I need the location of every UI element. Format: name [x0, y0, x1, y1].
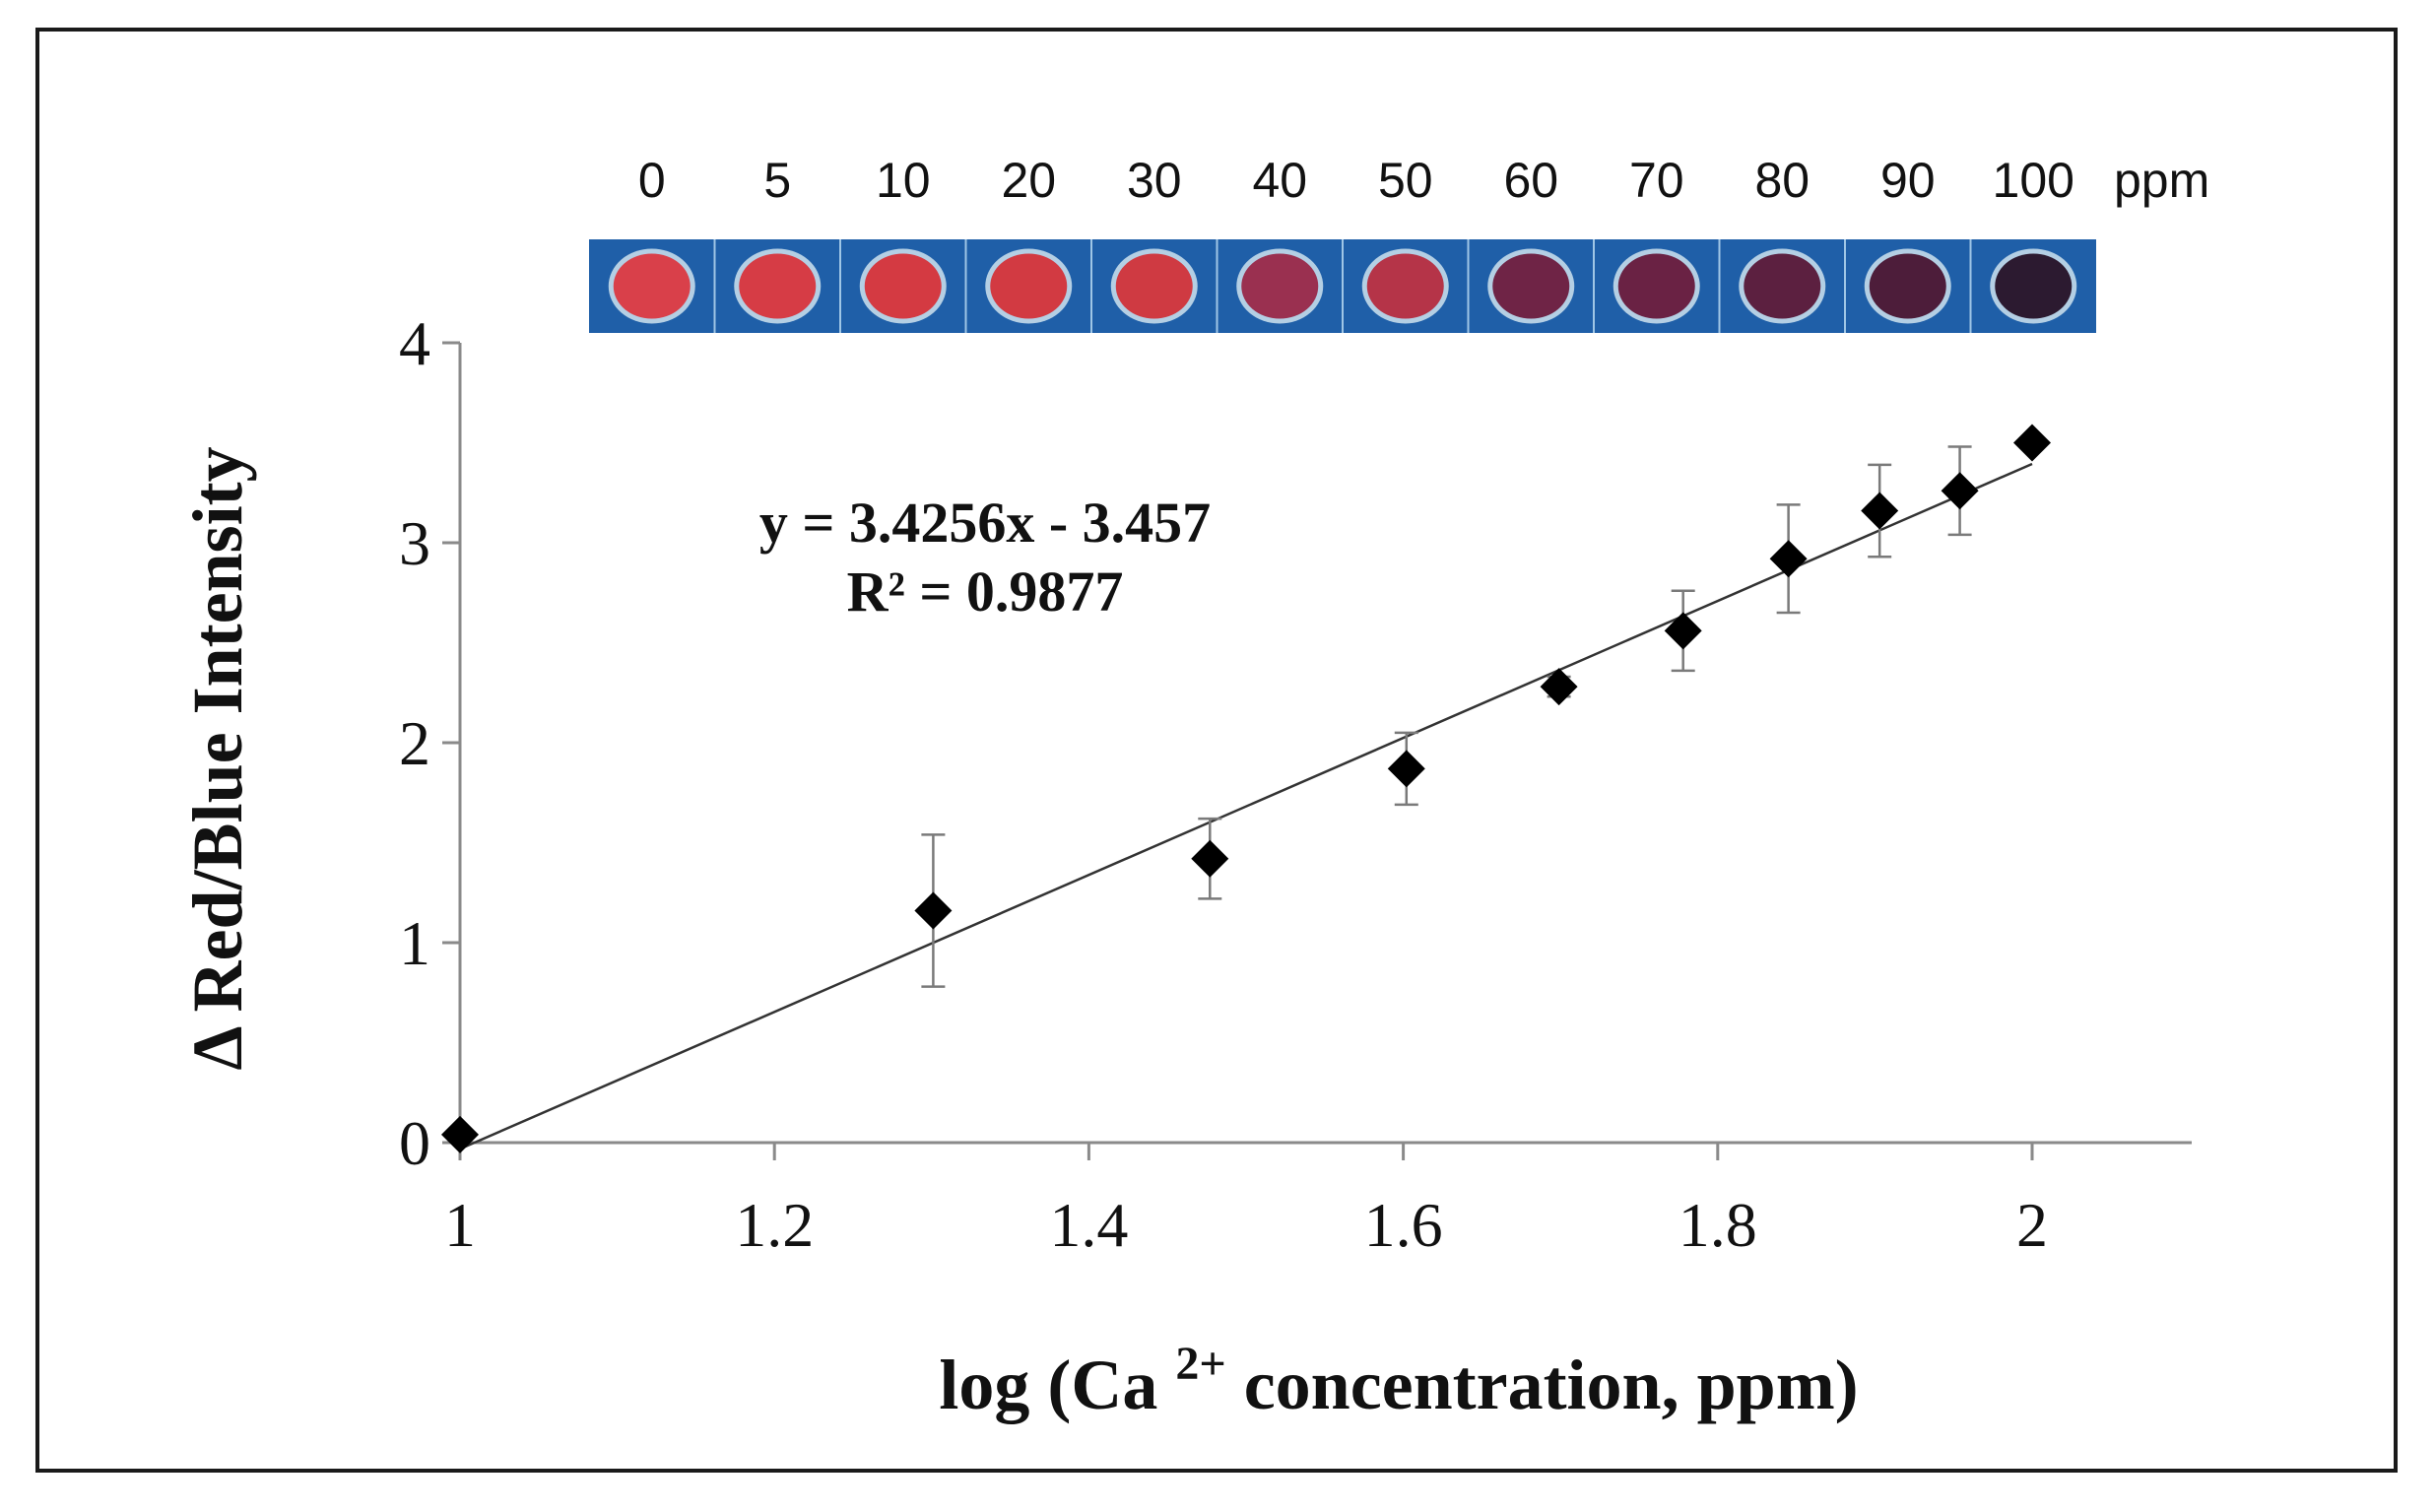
y-tick-label: 2	[399, 708, 430, 778]
concentration-label: 20	[1001, 153, 1056, 208]
swatch-spot	[613, 253, 691, 319]
x-axis-title: log (Ca 2+ concentration, ppm)	[939, 1338, 1858, 1424]
x-axis-title-superscript: 2+	[1175, 1338, 1225, 1390]
x-tick-label: 1.4	[1049, 1190, 1128, 1260]
y-tick-label: 4	[399, 308, 430, 378]
y-tick-label: 0	[399, 1108, 430, 1178]
swatch-spot	[990, 253, 1068, 319]
concentration-label: 40	[1252, 153, 1307, 208]
x-tick-label: 2	[2016, 1190, 2048, 1260]
concentration-label: 60	[1503, 153, 1558, 208]
data-point	[1191, 839, 1229, 878]
concentration-label: 30	[1127, 153, 1182, 208]
concentration-label: 90	[1880, 153, 1936, 208]
color-swatch-strip: 0 5 10 20 30 40 50 60 70 80 90 100 ppm	[589, 153, 2209, 333]
data-point	[2013, 424, 2051, 462]
y-tick-label: 1	[399, 908, 430, 978]
concentration-label: 70	[1629, 153, 1684, 208]
data-point	[1941, 472, 1979, 510]
trendline	[459, 462, 2033, 1150]
x-axis-title-prefix: log (Ca	[939, 1346, 1175, 1424]
concentration-label: 10	[876, 153, 931, 208]
data-point	[914, 891, 953, 930]
concentration-label: 100	[1993, 153, 2074, 208]
swatch-spot	[1744, 253, 1821, 319]
concentration-label: 5	[763, 153, 791, 208]
swatch-spot	[739, 253, 817, 319]
concentration-label: 80	[1754, 153, 1810, 208]
swatch-spot	[1366, 253, 1444, 319]
concentration-label: 0	[638, 153, 666, 208]
x-tick-label: 1	[444, 1190, 476, 1260]
swatch-spot	[1492, 253, 1570, 319]
y-axis-title: Δ Red/Blue Intensity	[178, 446, 257, 1070]
swatch-spot	[1115, 253, 1193, 319]
data-point	[1769, 540, 1808, 578]
concentration-label: 50	[1378, 153, 1433, 208]
concentration-unit-label: ppm	[2114, 153, 2209, 208]
r-squared-label: R² = 0.9877	[847, 559, 1124, 624]
data-point	[1387, 750, 1425, 788]
equation-label: y = 3.4256x - 3.457	[759, 491, 1211, 555]
swatch-spot	[1241, 253, 1319, 319]
x-tick-label: 1.2	[735, 1190, 814, 1260]
data-point	[1664, 612, 1702, 650]
swatch-spot	[1869, 253, 1946, 319]
data-point	[1540, 668, 1578, 706]
swatch-spot	[1617, 253, 1695, 319]
x-tick-label: 1.6	[1364, 1190, 1443, 1260]
data-point	[441, 1115, 479, 1153]
x-tick-label: 1.8	[1679, 1190, 1757, 1260]
y-tick-label: 3	[399, 508, 430, 578]
swatch-spot	[864, 253, 942, 319]
swatch-spot	[1995, 253, 2073, 319]
data-point	[1861, 492, 1899, 530]
x-axis-title-suffix: concentration, ppm)	[1226, 1346, 1859, 1424]
